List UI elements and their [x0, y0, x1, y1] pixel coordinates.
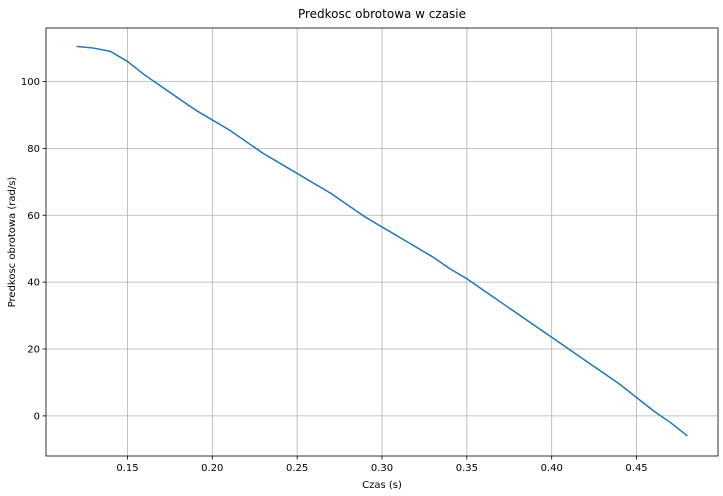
x-tick-label: 0.45: [625, 463, 647, 474]
y-tick-label: 80: [27, 144, 40, 155]
x-tick-label: 0.20: [201, 463, 223, 474]
series-line: [76, 45, 688, 437]
y-axis-label: Predkosc obrotowa (rad/s): [7, 177, 18, 308]
x-tick-label: 0.25: [286, 463, 308, 474]
x-tick-label: 0.40: [541, 463, 563, 474]
y-tick-label: 40: [27, 278, 40, 289]
ticks: 0.15 0.20 0.25 0.30 0.35 0.40 0.45 0 20 40 60 80 100: [21, 77, 648, 474]
chart-title: Predkosc obrotowa w czasie: [298, 7, 466, 21]
series-layer: [76, 45, 688, 437]
x-axis-label: Czas (s): [362, 480, 402, 491]
grid: [46, 28, 718, 456]
x-tick-label: 0.15: [116, 463, 138, 474]
y-tick-label: 0: [34, 411, 40, 422]
y-tick-label: 100: [21, 77, 40, 88]
x-tick-label: 0.30: [371, 463, 393, 474]
y-tick-label: 20: [27, 345, 40, 356]
y-tick-label: 60: [27, 211, 40, 222]
x-tick-label: 0.35: [456, 463, 478, 474]
